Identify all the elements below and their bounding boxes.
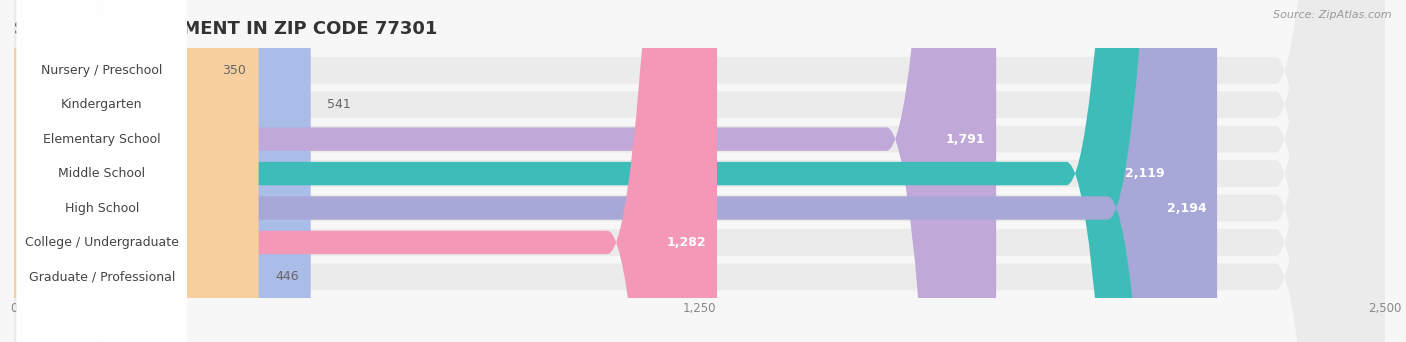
FancyBboxPatch shape [14,0,259,342]
FancyBboxPatch shape [14,0,717,342]
Text: Graduate / Professional: Graduate / Professional [28,271,174,284]
FancyBboxPatch shape [14,0,207,342]
FancyBboxPatch shape [14,0,311,342]
FancyBboxPatch shape [17,0,187,342]
FancyBboxPatch shape [14,0,995,342]
FancyBboxPatch shape [14,0,1385,342]
FancyBboxPatch shape [17,0,187,342]
Text: 2,119: 2,119 [1125,167,1166,180]
FancyBboxPatch shape [14,0,1175,342]
FancyBboxPatch shape [17,0,187,342]
FancyBboxPatch shape [17,0,187,342]
FancyBboxPatch shape [14,0,1385,342]
Text: 2,194: 2,194 [1167,201,1206,214]
FancyBboxPatch shape [17,0,187,342]
Text: College / Undergraduate: College / Undergraduate [25,236,179,249]
Text: 446: 446 [276,271,298,284]
Text: SCHOOL ENROLLMENT IN ZIP CODE 77301: SCHOOL ENROLLMENT IN ZIP CODE 77301 [14,20,437,38]
FancyBboxPatch shape [14,0,1385,342]
Text: Middle School: Middle School [58,167,145,180]
Text: Nursery / Preschool: Nursery / Preschool [41,64,163,77]
FancyBboxPatch shape [14,0,1385,342]
Text: Kindergarten: Kindergarten [60,98,142,111]
FancyBboxPatch shape [14,0,1218,342]
Text: 1,282: 1,282 [666,236,706,249]
Text: 1,791: 1,791 [946,133,986,146]
FancyBboxPatch shape [17,0,187,342]
FancyBboxPatch shape [17,0,187,342]
Text: High School: High School [65,201,139,214]
FancyBboxPatch shape [14,0,1385,342]
FancyBboxPatch shape [14,0,1385,342]
FancyBboxPatch shape [14,0,1385,342]
Text: Elementary School: Elementary School [44,133,160,146]
Text: 541: 541 [328,98,352,111]
Text: 350: 350 [222,64,246,77]
Text: Source: ZipAtlas.com: Source: ZipAtlas.com [1274,10,1392,20]
